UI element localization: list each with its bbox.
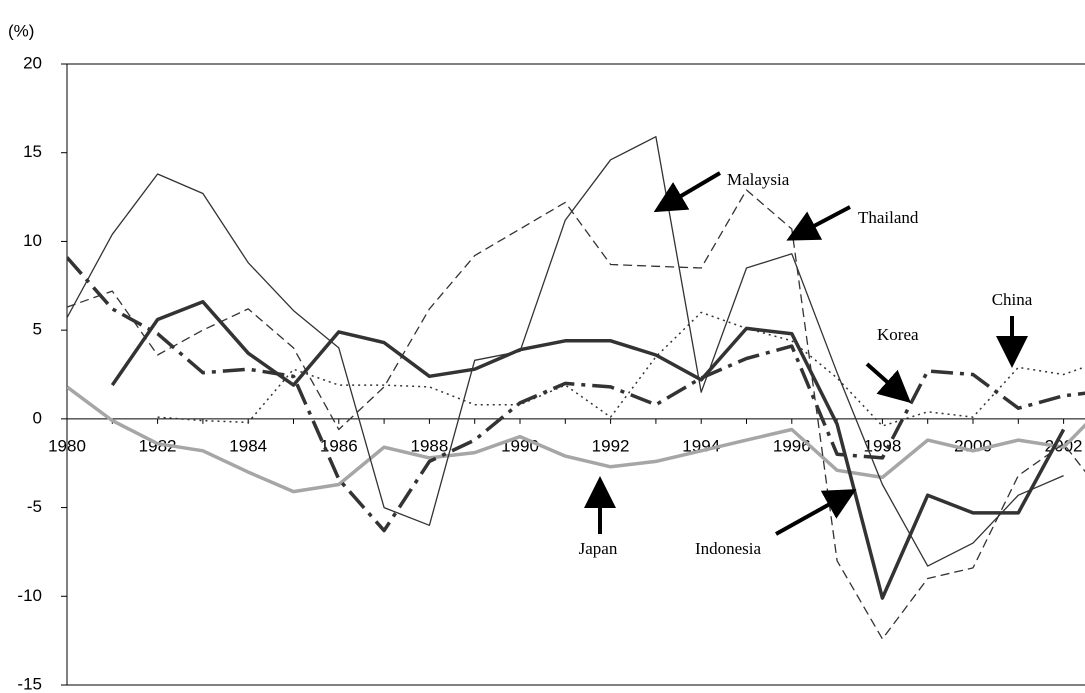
arrow xyxy=(786,205,851,241)
x-tick-label: 1982 xyxy=(139,436,177,455)
y-tick-label: -10 xyxy=(17,586,42,605)
series-line xyxy=(67,256,1085,533)
arrow xyxy=(775,489,857,536)
annotation-label: Indonesia xyxy=(695,539,762,558)
arrow xyxy=(865,362,911,403)
y-tick-label: -15 xyxy=(17,674,42,693)
x-tick-label: 1994 xyxy=(682,436,720,455)
series-line xyxy=(110,300,1066,600)
y-tick-label: -5 xyxy=(27,497,42,516)
x-tick-label: 1988 xyxy=(410,436,448,455)
annotation-label: China xyxy=(992,290,1033,309)
series-line xyxy=(67,136,1064,567)
x-tick-label: 1992 xyxy=(592,436,630,455)
annotations xyxy=(584,171,1028,536)
annotation-label: Thailand xyxy=(858,208,919,227)
annotation-label: Korea xyxy=(877,325,919,344)
x-tick-label: 2000 xyxy=(954,436,992,455)
annotation-label: Malaysia xyxy=(727,170,790,189)
y-tick-label: 5 xyxy=(33,320,42,339)
x-tick-label: 1996 xyxy=(773,436,811,455)
x-tick-label: 1986 xyxy=(320,436,358,455)
series-line xyxy=(67,385,1085,494)
x-tick-label: 1990 xyxy=(501,436,539,455)
series-line xyxy=(67,189,1085,640)
y-axis-label: (%) xyxy=(8,21,34,40)
y-tick-label: 20 xyxy=(23,53,42,72)
y-tick-label: 10 xyxy=(23,231,42,250)
arrow xyxy=(653,171,722,213)
annotation-label: Japan xyxy=(579,539,618,558)
series-line xyxy=(157,311,1085,427)
x-tick-label: 1984 xyxy=(229,436,267,455)
x-tick-label: 1998 xyxy=(863,436,901,455)
y-tick-label: 0 xyxy=(33,408,42,427)
y-tick-label: 15 xyxy=(23,142,42,161)
x-tick-label: 1980 xyxy=(48,436,86,455)
